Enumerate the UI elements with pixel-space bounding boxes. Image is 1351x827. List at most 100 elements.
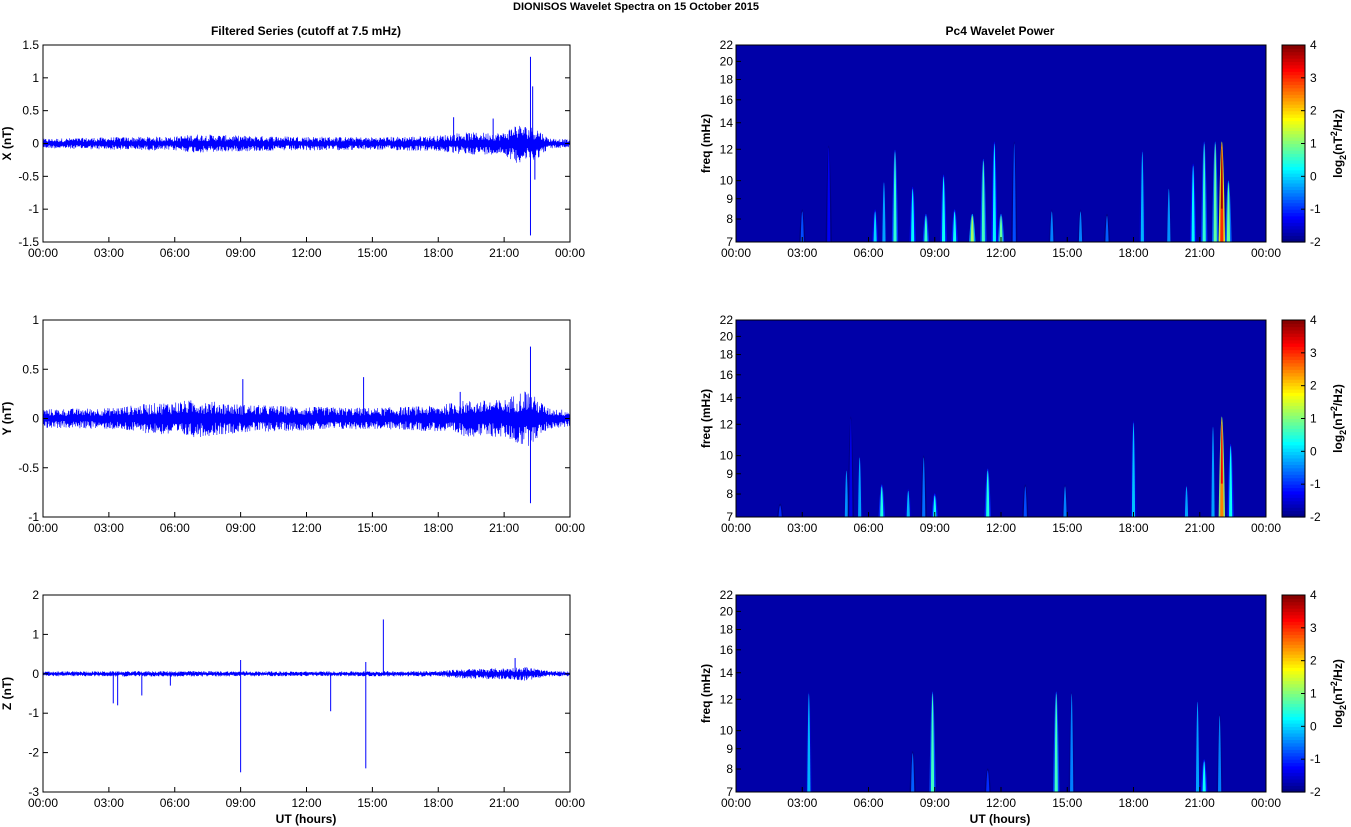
x-tick-label: 09:00 [226, 521, 256, 535]
colorbar-step [1282, 706, 1305, 711]
colorbar-step [1282, 352, 1305, 357]
colorbar-tick-label: -1 [1310, 202, 1321, 216]
colorbar-step [1282, 769, 1305, 773]
colorbar-step [1282, 58, 1305, 63]
colorbar-tick-label: -2 [1310, 785, 1321, 799]
x-tick-label: 09:00 [920, 246, 950, 260]
colorbar-step [1282, 77, 1305, 82]
x-tick-label: 15:00 [1052, 521, 1082, 535]
colorbar-tick-label: 0 [1310, 719, 1317, 733]
colorbar-step [1282, 349, 1305, 354]
y-tick-label: 18 [720, 348, 734, 362]
x-tick-label: 00:00 [1251, 796, 1281, 810]
colorbar-step [1282, 667, 1305, 672]
colorbar-step [1282, 640, 1305, 645]
colorbar-step [1282, 474, 1305, 479]
y-tick-label: 22 [720, 588, 734, 602]
colorbar-step [1282, 166, 1305, 171]
wavelet-burst [1078, 211, 1083, 242]
colorbar-step [1282, 342, 1305, 347]
colorbar-step [1282, 209, 1305, 214]
y-tick-label: -1.5 [18, 235, 39, 249]
colorbar-step [1282, 454, 1305, 459]
left-column-title: Filtered Series (cutoff at 7.5 mHz) [211, 24, 401, 38]
wavelet-burst [1140, 151, 1144, 242]
x-tick-label: 06:00 [853, 521, 883, 535]
x-tick-label: 12:00 [291, 796, 321, 810]
colorbar-step [1282, 179, 1305, 184]
colorbar-step [1282, 719, 1305, 724]
x-tick-label: 06:00 [853, 796, 883, 810]
colorbar-step [1282, 336, 1305, 341]
colorbar-step [1282, 418, 1305, 423]
colorbar-step [1282, 608, 1305, 613]
colorbar-step [1282, 362, 1305, 367]
wavelet-burst [941, 176, 946, 242]
y-tick-label: 8 [726, 762, 733, 776]
colorbar-step [1282, 477, 1305, 482]
x-tick-label: 09:00 [920, 521, 950, 535]
x-tick-label: 09:00 [226, 796, 256, 810]
colorbar-tick-label: -1 [1310, 477, 1321, 491]
colorbar-step [1282, 173, 1305, 177]
colorbar-step [1282, 150, 1305, 154]
colorbar-step [1282, 467, 1305, 472]
x-tick-label: 09:00 [920, 796, 950, 810]
colorbar-tick-label: -2 [1310, 235, 1321, 249]
x-tick-label: 21:00 [489, 246, 519, 260]
colorbar-label: log2(nT2/Hz) [1329, 659, 1348, 728]
colorbar-step [1282, 64, 1305, 69]
colorbar-tick-label: 2 [1310, 104, 1317, 118]
colorbar-tick-label: 2 [1310, 654, 1317, 668]
y-tick-label: 22 [720, 313, 734, 327]
wavelet-burst [807, 693, 811, 792]
colorbar: 4 3 2 1 0 -1 -2 log2(nT2/Hz) [1281, 588, 1348, 799]
wavelet-burst [911, 188, 915, 242]
colorbar-step [1282, 110, 1305, 115]
colorbar-step [1282, 510, 1305, 515]
colorbar-step [1282, 624, 1305, 629]
colorbar-step [1282, 647, 1305, 652]
x-tick-label: 21:00 [489, 796, 519, 810]
series-line [42, 667, 571, 681]
wavelet-burst [992, 143, 996, 242]
y-axis-label: Z (nT) [0, 677, 14, 710]
colorbar-step [1282, 595, 1305, 599]
colorbar-step [1282, 202, 1305, 207]
colorbar-step [1282, 388, 1305, 393]
colorbar-step [1282, 54, 1305, 59]
colorbar-step [1282, 385, 1305, 390]
series-line [42, 391, 571, 446]
x-tick-label: 00:00 [28, 796, 58, 810]
colorbar-step [1282, 670, 1305, 675]
wavelet-burst [1063, 486, 1067, 517]
colorbar-step [1282, 457, 1305, 462]
colorbar-step [1282, 431, 1305, 436]
colorbar-step [1282, 333, 1305, 338]
wavelet-burst [1211, 426, 1215, 517]
colorbar-step [1282, 650, 1305, 655]
panel-series-y: 10.50-0.5-100:00 03:00 06:00 09:00 12:00 15:0… [0, 313, 585, 535]
y-tick-label: 9 [726, 467, 733, 481]
colorbar-step [1282, 788, 1305, 793]
colorbar: 4 3 2 1 0 -1 -2 log2(nT2/Hz) [1281, 313, 1348, 524]
colorbar-tick-label: 0 [1310, 444, 1317, 458]
x-tick-label: 06:00 [160, 246, 190, 260]
colorbar-step [1282, 326, 1305, 331]
colorbar-step [1282, 143, 1305, 148]
colorbar-step [1282, 686, 1305, 691]
y-tick-label: 0 [32, 137, 39, 151]
colorbar-tick-label: 2 [1310, 379, 1317, 393]
y-tick-label: 8 [726, 487, 733, 501]
colorbar-step [1282, 199, 1305, 204]
colorbar-step [1282, 84, 1305, 89]
wavelet-burst-core [1220, 148, 1223, 209]
x-tick-label: 12:00 [291, 246, 321, 260]
y-tick-label: 1.5 [22, 38, 39, 52]
heatmap-background [736, 320, 1266, 517]
y-tick-label: 7 [726, 785, 733, 799]
colorbar-step [1282, 604, 1305, 609]
colorbar-step [1282, 696, 1305, 701]
colorbar-step [1282, 405, 1305, 410]
colorbar-step [1282, 372, 1305, 377]
